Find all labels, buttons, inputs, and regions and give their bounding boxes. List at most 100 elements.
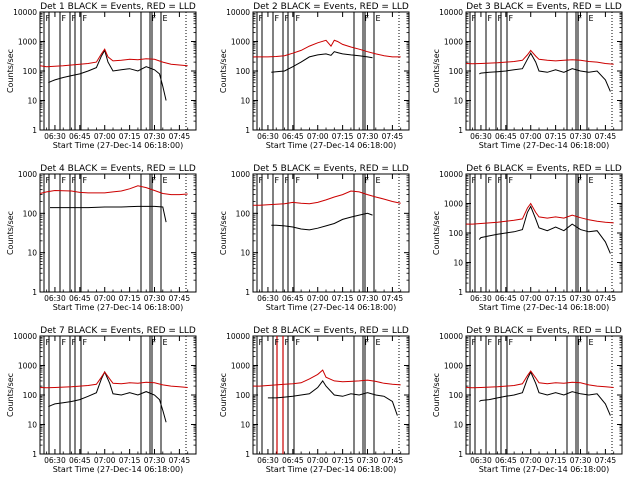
x-tick-label: 07:15	[119, 132, 141, 141]
panel-title: Det 6 BLACK = Events, RED = LLD	[466, 164, 622, 174]
y-tick-label: 1	[245, 450, 250, 459]
flag-letter: F	[259, 14, 264, 23]
flag-letter: F	[296, 338, 301, 347]
y-tick-label: 100	[449, 391, 464, 400]
x-tick-label: 07:45	[595, 456, 617, 465]
flag-letter: F	[498, 176, 503, 185]
flag-letter: F	[259, 176, 264, 185]
x-tick-label: 06:30	[470, 132, 492, 141]
y-tick-label: 10000	[226, 332, 250, 341]
series-events-line	[267, 380, 398, 416]
series-lld-line	[253, 190, 401, 206]
panel-5: Det 5 BLACK = Events, RED = LLD 1 10 100 100…	[219, 164, 410, 312]
y-tick-label: 1000	[231, 38, 250, 47]
series-events-line	[479, 52, 611, 92]
x-tick-label: 07:00	[307, 132, 329, 141]
series-events-line	[479, 370, 611, 416]
flag-letter: F	[509, 338, 514, 347]
x-tick-label: 06:45	[495, 456, 517, 465]
x-tick-label: 07:00	[520, 294, 542, 303]
flag-letter: F	[296, 176, 301, 185]
y-axis-label: Counts/sec	[6, 373, 15, 417]
panel-4: Det 4 BLACK = Events, RED = LLD 1 10 100 100…	[6, 164, 197, 312]
flag-letter: F	[488, 338, 493, 347]
x-tick-label: 07:15	[332, 132, 354, 141]
y-tick-label: 1	[32, 288, 37, 297]
flag-letter: F	[578, 14, 583, 23]
flag-letter: F	[365, 338, 370, 347]
flag-letter: F	[578, 338, 583, 347]
panel-title: Det 8 BLACK = Events, RED = LLD	[253, 326, 409, 336]
y-tick-label: 1000	[444, 362, 463, 371]
flag-letter: F	[285, 338, 290, 347]
flag-letter: F	[152, 176, 157, 185]
y-tick-label: 100	[23, 391, 38, 400]
y-tick-label: 10	[240, 249, 250, 258]
series-lld-line	[253, 39, 401, 58]
y-tick-label: 100	[449, 67, 464, 76]
x-tick-label: 07:15	[119, 294, 141, 303]
y-tick-label: 10	[27, 97, 37, 106]
flag-letter: F	[259, 338, 264, 347]
flag-letter: E	[376, 176, 381, 185]
flag-letter: F	[46, 338, 51, 347]
x-tick-label: 07:30	[357, 456, 379, 465]
flag-letter: F	[152, 14, 157, 23]
panel-3: Det 3 BLACK = Events, RED = LLD 1 10 100 100…	[432, 2, 623, 150]
flag-letter: F	[498, 14, 503, 23]
flag-letter: F	[488, 14, 493, 23]
x-axis-label: Start Time (27-Dec-14 06:18:00)	[479, 141, 610, 150]
x-tick-label: 06:45	[69, 294, 91, 303]
x-axis-label: Start Time (27-Dec-14 06:18:00)	[266, 465, 397, 474]
y-tick-label: 1000	[444, 200, 463, 209]
x-axis-label: Start Time (27-Dec-14 06:18:00)	[479, 465, 610, 474]
y-tick-label: 1	[458, 126, 463, 135]
x-tick-label: 07:45	[382, 456, 404, 465]
y-tick-label: 10	[27, 249, 37, 258]
x-tick-label: 06:30	[470, 294, 492, 303]
y-tick-label: 1000	[18, 170, 37, 179]
panel-2: Det 2 BLACK = Events, RED = LLD 1 10 100 100…	[219, 2, 410, 150]
flag-letter: F	[46, 14, 51, 23]
flag-letter: F	[509, 176, 514, 185]
flag-letter: F	[72, 338, 77, 347]
panel-title: Det 2 BLACK = Events, RED = LLD	[253, 2, 409, 12]
x-tick-label: 07:15	[332, 456, 354, 465]
flag-letter: F	[275, 338, 280, 347]
y-tick-label: 1000	[231, 170, 250, 179]
x-axis-label: Start Time (27-Dec-14 06:18:00)	[53, 141, 184, 150]
y-tick-label: 100	[236, 391, 251, 400]
panel-title: Det 4 BLACK = Events, RED = LLD	[40, 164, 196, 174]
panel-title: Det 3 BLACK = Events, RED = LLD	[466, 2, 622, 12]
flag-letter: F	[498, 338, 503, 347]
panel-title: Det 5 BLACK = Events, RED = LLD	[253, 164, 409, 174]
series-events-line	[271, 212, 373, 231]
x-tick-label: 07:00	[520, 132, 542, 141]
flag-letter: F	[72, 14, 77, 23]
x-tick-label: 07:30	[570, 456, 592, 465]
x-tick-label: 07:45	[382, 294, 404, 303]
x-axis-label: Start Time (27-Dec-14 06:18:00)	[53, 465, 184, 474]
y-axis-label: Counts/sec	[432, 373, 441, 417]
series-lld-line	[39, 371, 188, 389]
y-tick-label: 100	[449, 229, 464, 238]
y-tick-label: 1	[458, 450, 463, 459]
x-tick-label: 06:45	[495, 132, 517, 141]
y-axis-label: Counts/sec	[219, 211, 228, 255]
x-tick-label: 06:45	[69, 456, 91, 465]
x-tick-label: 07:15	[545, 294, 567, 303]
y-tick-label: 1	[458, 288, 463, 297]
flag-letter: F	[509, 14, 514, 23]
y-tick-label: 10000	[13, 332, 37, 341]
flag-letter: F	[296, 14, 301, 23]
flag-letter: F	[275, 14, 280, 23]
y-tick-label: 10	[453, 97, 463, 106]
flag-letter: F	[365, 176, 370, 185]
flag-letter: F	[488, 176, 493, 185]
y-tick-label: 100	[236, 67, 251, 76]
flag-letter: F	[83, 338, 88, 347]
x-axis-label: Start Time (27-Dec-14 06:18:00)	[53, 303, 184, 312]
x-tick-label: 07:30	[144, 456, 166, 465]
x-tick-label: 07:30	[357, 132, 379, 141]
